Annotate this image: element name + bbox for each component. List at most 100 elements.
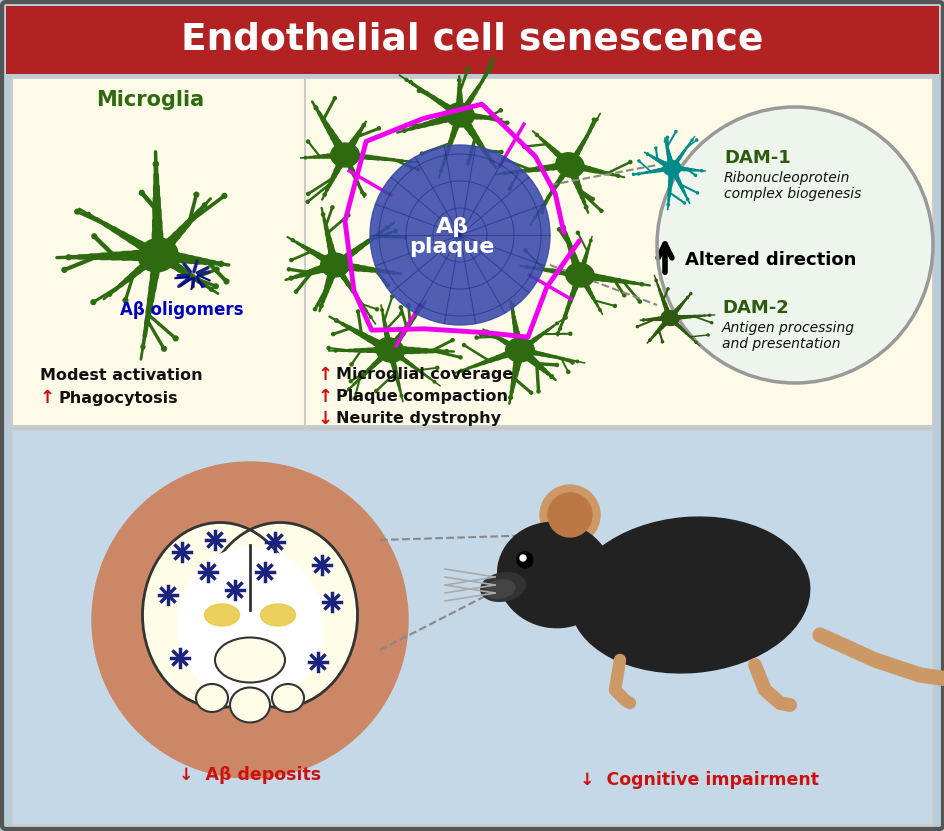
Circle shape [661, 341, 663, 343]
Circle shape [439, 170, 442, 172]
Circle shape [330, 206, 333, 209]
Circle shape [685, 198, 688, 200]
Circle shape [356, 310, 360, 313]
Circle shape [522, 145, 525, 148]
Circle shape [290, 258, 293, 262]
FancyBboxPatch shape [12, 430, 932, 825]
Circle shape [313, 307, 316, 311]
Circle shape [460, 369, 463, 372]
Text: Ribonucleoprotein: Ribonucleoprotein [723, 171, 850, 185]
Circle shape [555, 363, 558, 366]
Circle shape [214, 267, 219, 272]
Circle shape [409, 160, 411, 163]
Circle shape [519, 555, 526, 561]
FancyBboxPatch shape [12, 78, 932, 426]
Circle shape [153, 161, 159, 167]
Circle shape [499, 150, 502, 154]
Circle shape [304, 156, 307, 159]
Circle shape [637, 300, 641, 303]
Circle shape [459, 356, 462, 359]
Circle shape [375, 307, 379, 311]
Circle shape [450, 338, 454, 342]
Circle shape [75, 209, 79, 214]
Circle shape [695, 342, 696, 343]
Circle shape [306, 192, 310, 195]
Text: DAM-1: DAM-1 [723, 149, 790, 167]
Circle shape [689, 293, 691, 295]
Circle shape [549, 375, 553, 378]
Circle shape [291, 238, 294, 242]
Circle shape [557, 228, 560, 231]
Circle shape [690, 139, 692, 141]
Circle shape [475, 336, 478, 339]
Circle shape [639, 283, 643, 286]
Circle shape [637, 160, 639, 162]
Circle shape [141, 345, 144, 349]
Circle shape [501, 158, 505, 160]
Ellipse shape [376, 337, 404, 362]
Circle shape [555, 332, 559, 335]
Circle shape [695, 139, 697, 141]
Ellipse shape [195, 684, 228, 712]
Circle shape [502, 172, 505, 175]
Circle shape [417, 89, 420, 92]
Circle shape [539, 485, 599, 545]
Circle shape [562, 225, 565, 229]
Circle shape [333, 96, 336, 100]
Circle shape [202, 203, 207, 207]
Text: and presentation: and presentation [721, 337, 839, 351]
Ellipse shape [138, 238, 177, 272]
Circle shape [218, 262, 223, 266]
Circle shape [386, 283, 389, 287]
Circle shape [583, 205, 587, 209]
Text: Aβ oligomers: Aβ oligomers [120, 301, 244, 319]
Circle shape [685, 297, 688, 298]
Circle shape [66, 255, 71, 260]
Circle shape [516, 552, 532, 568]
Circle shape [654, 279, 656, 282]
Circle shape [598, 309, 600, 312]
Text: complex biogenesis: complex biogenesis [723, 187, 861, 201]
Circle shape [139, 190, 144, 195]
Circle shape [457, 79, 461, 82]
Circle shape [399, 312, 402, 315]
Circle shape [87, 213, 91, 216]
Circle shape [390, 295, 394, 298]
Ellipse shape [320, 253, 349, 277]
Circle shape [445, 350, 447, 353]
Circle shape [694, 175, 696, 176]
Circle shape [548, 493, 591, 537]
Circle shape [385, 226, 389, 229]
Circle shape [591, 198, 594, 200]
Ellipse shape [446, 103, 474, 127]
Ellipse shape [663, 160, 680, 175]
Circle shape [399, 395, 402, 397]
Circle shape [194, 192, 198, 197]
Circle shape [566, 371, 569, 373]
Circle shape [92, 234, 96, 238]
Circle shape [306, 200, 309, 204]
Circle shape [696, 192, 698, 194]
Circle shape [525, 266, 528, 268]
Circle shape [479, 333, 482, 337]
Circle shape [349, 363, 353, 366]
Ellipse shape [143, 523, 297, 707]
Circle shape [568, 332, 571, 335]
Circle shape [349, 380, 352, 382]
Circle shape [674, 130, 676, 133]
Circle shape [523, 248, 527, 252]
Circle shape [295, 290, 297, 293]
Ellipse shape [480, 573, 525, 602]
Circle shape [558, 327, 561, 330]
Ellipse shape [204, 604, 239, 626]
Circle shape [656, 107, 932, 383]
Circle shape [327, 347, 329, 350]
Ellipse shape [202, 523, 357, 707]
Circle shape [533, 216, 536, 219]
Circle shape [666, 204, 668, 206]
Circle shape [646, 153, 649, 155]
Circle shape [622, 293, 625, 297]
Circle shape [535, 134, 538, 136]
Ellipse shape [569, 517, 809, 673]
Text: Plaque compaction: Plaque compaction [336, 390, 508, 405]
